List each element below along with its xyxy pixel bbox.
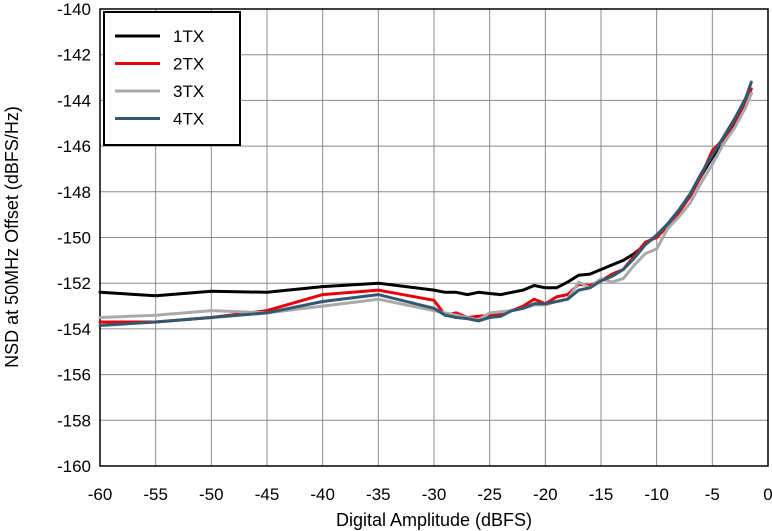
y-tick-label: -160 — [57, 457, 91, 476]
y-tick-label: -152 — [57, 274, 91, 293]
y-tick-label: -156 — [57, 366, 91, 385]
x-tick-label: -35 — [366, 485, 391, 504]
x-tick-label: -20 — [533, 485, 558, 504]
x-tick-label: -30 — [422, 485, 447, 504]
x-tick-label: -40 — [310, 485, 335, 504]
x-tick-label: -5 — [705, 485, 720, 504]
y-tick-label: -148 — [57, 183, 91, 202]
x-tick-label: -10 — [644, 485, 669, 504]
legend-label-4tx: 4TX — [173, 110, 204, 129]
x-tick-label: 0 — [763, 485, 772, 504]
y-tick-label: -158 — [57, 411, 91, 430]
legend-box — [103, 11, 241, 146]
plot-frame — [99, 8, 769, 467]
legend-label-3tx: 3TX — [173, 82, 204, 101]
x-tick-labels: -60 -55 -50 -45 -40 -35 -30 -25 -20 -15 -10 -5 0 — [88, 485, 772, 504]
x-tick-label: -50 — [199, 485, 224, 504]
legend-label-2tx: 2TX — [173, 55, 204, 74]
series-line-4tx — [98, 80, 753, 327]
y-tick-label: -150 — [57, 229, 91, 248]
x-axis-label: Digital Amplitude (dBFS) — [336, 510, 532, 530]
y-tick-label: -142 — [57, 46, 91, 65]
x-tick-label: -15 — [589, 485, 614, 504]
x-tick-label: -25 — [477, 485, 502, 504]
y-tick-label: -140 — [57, 0, 91, 19]
legend-label-1tx: 1TX — [173, 27, 204, 46]
legend: 1TX 2TX 3TX 4TX — [103, 11, 241, 146]
x-tick-label: -55 — [143, 485, 168, 504]
y-tick-labels: -160 -158 -156 -154 -152 -150 -148 -146 -144 -142… — [57, 0, 91, 476]
y-tick-label: -154 — [57, 320, 91, 339]
x-tick-label: -45 — [255, 485, 280, 504]
y-axis-label: NSD at 50MHz Offset (dBFS/Hz) — [2, 106, 22, 368]
y-tick-label: -144 — [57, 91, 91, 110]
series-layer — [98, 80, 753, 327]
x-tick-label: -60 — [88, 485, 113, 504]
y-tick-label: -146 — [57, 137, 91, 156]
